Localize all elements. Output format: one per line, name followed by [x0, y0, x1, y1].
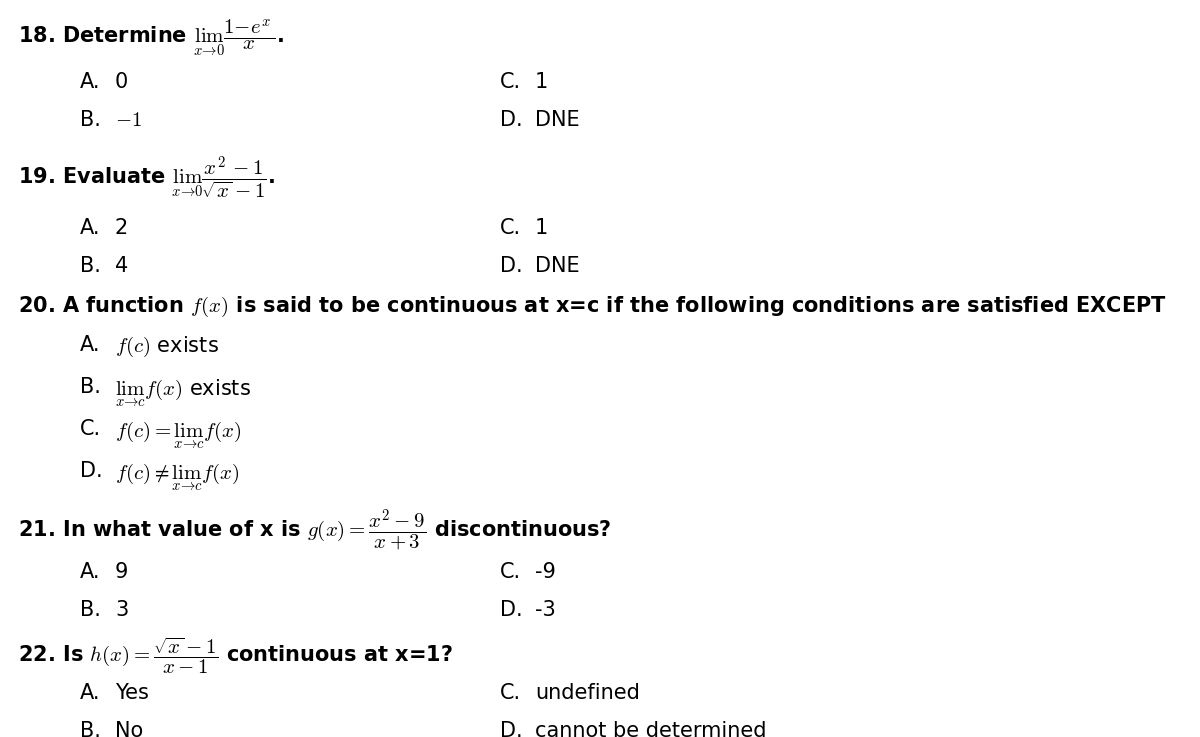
Text: 21. In what value of x is $g(x)=\dfrac{x^{2}-9}{x+3}$ discontinuous?: 21. In what value of x is $g(x)=\dfrac{x…	[18, 508, 611, 553]
Text: A.: A.	[80, 683, 101, 703]
Text: B.: B.	[80, 600, 101, 620]
Text: 1: 1	[535, 72, 548, 92]
Text: C.: C.	[500, 218, 521, 238]
Text: 19. Evaluate $\lim_{x\to 0}\dfrac{x^{2}-1}{\sqrt{x}-1}$.: 19. Evaluate $\lim_{x\to 0}\dfrac{x^{2}-…	[18, 155, 275, 202]
Text: DNE: DNE	[535, 110, 580, 130]
Text: B.: B.	[80, 721, 101, 737]
Text: 18. Determine $\lim_{x\to 0}\dfrac{1-e^{x}}{x}$.: 18. Determine $\lim_{x\to 0}\dfrac{1-e^{…	[18, 18, 284, 60]
Text: 4: 4	[115, 256, 128, 276]
Text: $f(c)=\lim_{x\to c}f(x)$: $f(c)=\lim_{x\to c}f(x)$	[115, 419, 241, 450]
Text: B.: B.	[80, 377, 101, 397]
Text: -9: -9	[535, 562, 556, 582]
Text: A.: A.	[80, 218, 101, 238]
Text: A.: A.	[80, 562, 101, 582]
Text: cannot be determined: cannot be determined	[535, 721, 767, 737]
Text: $f(c)\neq\lim_{x\to c}f(x)$: $f(c)\neq\lim_{x\to c}f(x)$	[115, 461, 239, 492]
Text: 1: 1	[535, 218, 548, 238]
Text: 2: 2	[115, 218, 128, 238]
Text: C.: C.	[500, 562, 521, 582]
Text: $\lim_{x\to c}f(x)$ exists: $\lim_{x\to c}f(x)$ exists	[115, 377, 251, 408]
Text: undefined: undefined	[535, 683, 640, 703]
Text: C.: C.	[500, 72, 521, 92]
Text: B.: B.	[80, 110, 101, 130]
Text: C.: C.	[500, 683, 521, 703]
Text: D.: D.	[500, 110, 523, 130]
Text: C.: C.	[80, 419, 101, 439]
Text: B.: B.	[80, 256, 101, 276]
Text: $-1$: $-1$	[115, 110, 142, 130]
Text: 22. Is $h(x)=\dfrac{\sqrt{x}-1}{x-1}$ continuous at x=1?: 22. Is $h(x)=\dfrac{\sqrt{x}-1}{x-1}$ co…	[18, 635, 452, 676]
Text: A.: A.	[80, 72, 101, 92]
Text: DNE: DNE	[535, 256, 580, 276]
Text: -3: -3	[535, 600, 556, 620]
Text: No: No	[115, 721, 143, 737]
Text: A.: A.	[80, 335, 101, 355]
Text: D.: D.	[500, 721, 523, 737]
Text: Yes: Yes	[115, 683, 149, 703]
Text: $f(c)$ exists: $f(c)$ exists	[115, 335, 218, 359]
Text: 3: 3	[115, 600, 128, 620]
Text: 20. A function $f(x)$ is said to be continuous at x=c if the following condition: 20. A function $f(x)$ is said to be cont…	[18, 295, 1166, 319]
Text: 9: 9	[115, 562, 128, 582]
Text: D.: D.	[500, 600, 523, 620]
Text: D.: D.	[80, 461, 103, 481]
Text: D.: D.	[500, 256, 523, 276]
Text: 0: 0	[115, 72, 128, 92]
